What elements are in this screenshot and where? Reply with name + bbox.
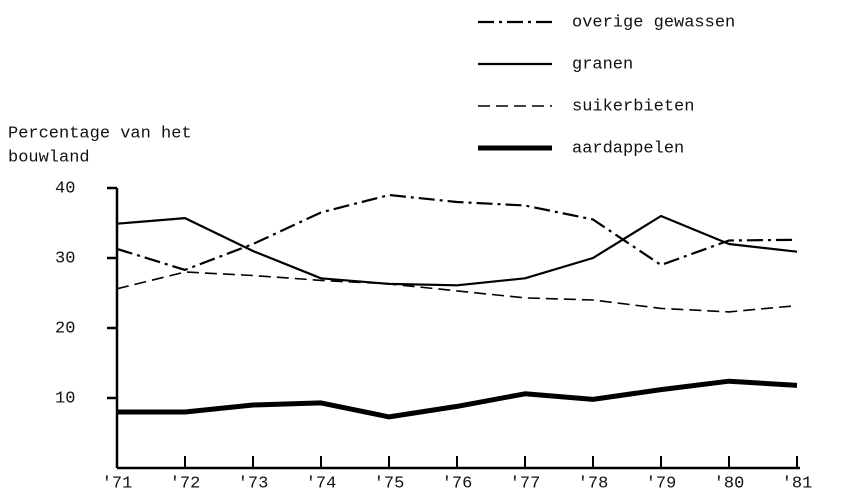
series-line — [116, 214, 798, 287]
x-tick-label: '77 — [510, 474, 541, 491]
y-tick-label: 10 — [55, 389, 75, 408]
y-axis-label: bouwland — [8, 148, 90, 167]
x-tick-label: '71 — [102, 474, 133, 491]
legend-label: granen — [572, 55, 633, 74]
y-tick-label: 40 — [55, 179, 75, 198]
y-tick-label: 20 — [55, 319, 75, 338]
y-tick-label: 30 — [55, 249, 75, 268]
legend-label: aardappelen — [572, 139, 684, 158]
x-tick-label: '75 — [374, 474, 405, 491]
x-tick-label: '80 — [714, 474, 745, 491]
series-line — [116, 193, 798, 271]
y-axis-label: Percentage van het — [8, 124, 192, 143]
x-tick-label: '76 — [442, 474, 473, 491]
legend-label: suikerbieten — [572, 97, 694, 116]
x-tick-label: '73 — [238, 474, 269, 491]
x-tick-label: '81 — [782, 474, 813, 491]
x-tick-label: '74 — [306, 474, 337, 491]
series-line — [117, 378, 798, 420]
series-line — [116, 271, 798, 313]
x-tick-label: '78 — [578, 474, 609, 491]
x-tick-label: '72 — [170, 474, 201, 491]
x-tick-label: '79 — [646, 474, 677, 491]
legend-label: overige gewassen — [572, 13, 735, 32]
